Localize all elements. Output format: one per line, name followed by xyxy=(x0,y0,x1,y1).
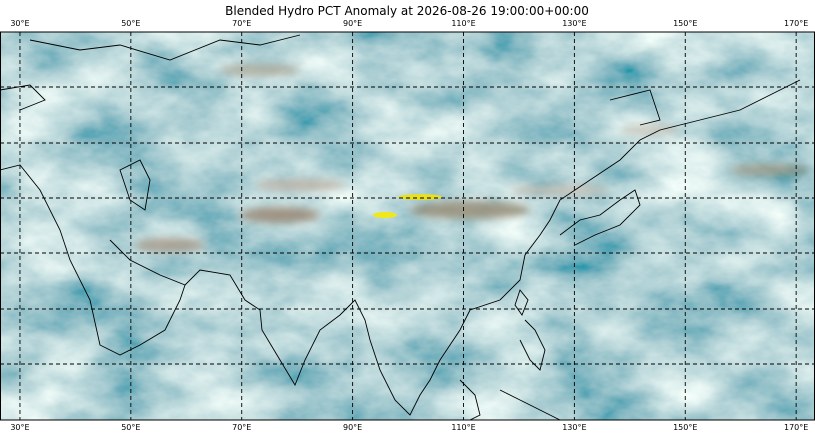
lon-label-top: 130°E xyxy=(562,19,586,28)
lon-label-top: 90°E xyxy=(343,19,362,28)
lon-label-bottom: 50°E xyxy=(121,423,140,432)
lon-label-bottom: 130°E xyxy=(562,423,586,432)
lon-label-bottom: 70°E xyxy=(232,423,251,432)
map-title: Blended Hydro PCT Anomaly at 2026-08-26 … xyxy=(225,4,589,18)
lon-label-top: 170°E xyxy=(784,19,808,28)
lon-label-bottom: 170°E xyxy=(784,423,808,432)
high-anomaly xyxy=(373,194,442,218)
map-area xyxy=(0,32,815,420)
lon-label-top: 30°E xyxy=(10,19,29,28)
anomaly-field xyxy=(0,32,815,420)
coastlines xyxy=(0,34,801,420)
lon-label-bottom: 110°E xyxy=(451,423,475,432)
longitude-grid xyxy=(19,32,797,420)
lon-label-top: 50°E xyxy=(121,19,140,28)
lon-label-bottom: 150°E xyxy=(673,423,697,432)
lon-label-top: 110°E xyxy=(451,19,475,28)
latitude-grid xyxy=(0,86,815,365)
lon-label-bottom: 90°E xyxy=(343,423,362,432)
lon-label-top: 150°E xyxy=(673,19,697,28)
lon-label-bottom: 30°E xyxy=(10,423,29,432)
lon-label-top: 70°E xyxy=(232,19,251,28)
anomaly-patches xyxy=(135,64,810,252)
